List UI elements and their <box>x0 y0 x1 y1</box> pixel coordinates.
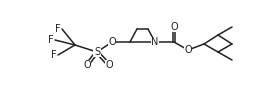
Text: S: S <box>94 47 100 57</box>
Text: F: F <box>51 50 57 60</box>
Text: O: O <box>170 22 178 32</box>
Text: O: O <box>83 60 91 70</box>
Text: O: O <box>108 37 116 47</box>
Text: N: N <box>151 37 159 47</box>
Text: O: O <box>105 60 113 70</box>
Text: F: F <box>55 24 61 34</box>
Text: O: O <box>184 45 192 55</box>
Text: F: F <box>48 35 54 45</box>
